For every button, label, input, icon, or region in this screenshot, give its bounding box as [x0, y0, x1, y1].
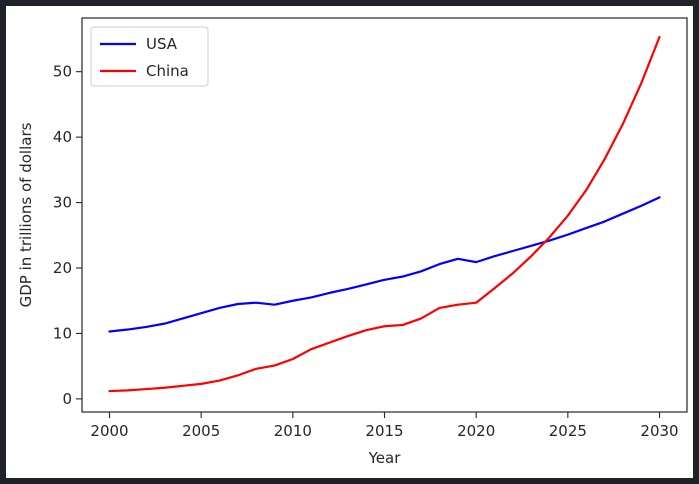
y-axis: 0 10 20 30 40 50 — [53, 63, 82, 408]
x-tick-label: 2025 — [549, 422, 587, 440]
x-axis-title: Year — [368, 449, 402, 467]
series-line-china — [108, 35, 661, 393]
y-tick-label: 10 — [53, 324, 72, 342]
x-tick-label: 2005 — [182, 422, 220, 440]
series-layer — [108, 35, 661, 393]
x-tick-label: 2000 — [90, 422, 128, 440]
line-chart: 2000 2005 2010 2015 2020 2025 2030 01020304050… — [17, 17, 688, 467]
y-tick-label: 0 — [62, 390, 72, 408]
y-tick-label: 40 — [53, 128, 72, 146]
legend-label-usa: USA — [146, 35, 178, 53]
x-tick-label: 2010 — [274, 422, 312, 440]
x-axis: 2000 2005 2010 2015 2020 2025 2030 — [90, 412, 679, 440]
x-tick-label: 2020 — [457, 422, 495, 440]
legend: USA China — [90, 26, 209, 87]
y-tick-label: 20 — [53, 259, 72, 277]
y-axis-title: GDP in trillions of dollars — [17, 122, 35, 307]
series-line-usa — [108, 196, 661, 333]
figure-canvas: 2000 2005 2010 2015 2020 2025 2030 0 10 20 30 40 50… — [6, 6, 693, 478]
x-tick-label: 2015 — [365, 422, 403, 440]
y-tick-label: 30 — [53, 194, 72, 212]
y-tick-label: 50 — [53, 63, 72, 81]
legend-label-china: China — [146, 62, 189, 80]
x-tick-label: 2030 — [640, 422, 678, 440]
